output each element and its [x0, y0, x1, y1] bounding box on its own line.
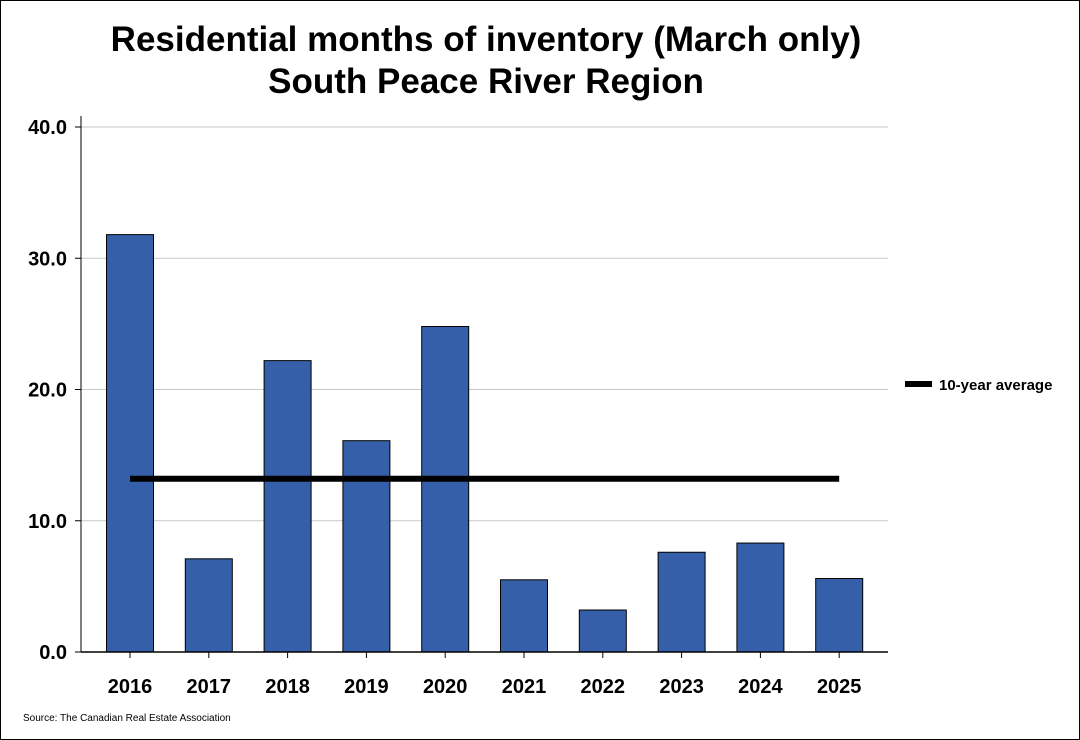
x-tick-label: 2024: [738, 676, 783, 698]
bar-2016: [106, 234, 154, 653]
x-tick-label: 2019: [344, 676, 389, 698]
bar-2023: [657, 551, 706, 653]
x-tick-label: 2017: [187, 676, 232, 698]
y-tick-label: 0.0: [39, 642, 67, 664]
bar-2017: [184, 558, 233, 653]
x-tick-label: 2025: [817, 676, 862, 698]
legend-average-label: 10-year average: [939, 377, 1052, 394]
bar-2020: [421, 326, 470, 653]
x-tick-label: 2018: [265, 676, 310, 698]
bar-2025: [815, 578, 864, 653]
x-tick-label: 2020: [423, 676, 468, 698]
x-tick-label: 2023: [659, 676, 704, 698]
y-tick-label: 10.0: [28, 511, 67, 533]
source-note: Source: The Canadian Real Estate Associa…: [23, 713, 231, 724]
bar-2024: [736, 542, 785, 653]
chart-title-line-1: Residential months of inventory (March o…: [110, 20, 862, 59]
x-tick-label: 2022: [581, 676, 626, 698]
y-tick-label: 30.0: [28, 248, 67, 270]
bar-2021: [500, 579, 548, 653]
gridlines: [81, 126, 888, 522]
axes: 0.0 10.0 20.0 30.0 40.0 2016 2017 2018 2019 2020 2…: [28, 116, 888, 698]
legend: 10-year average: [905, 377, 1052, 394]
y-tick-label: 20.0: [28, 380, 67, 402]
x-tick-label: 2016: [108, 676, 153, 698]
x-tick-label: 2021: [502, 676, 547, 698]
bar-2018: [263, 360, 312, 653]
bar-2022: [578, 609, 627, 653]
bar-2019: [342, 440, 391, 653]
bars: [106, 234, 864, 653]
chart-title: Residential months of inventory (March o…: [1, 19, 971, 103]
y-tick-label: 40.0: [28, 117, 67, 139]
chart-title-line-2: South Peace River Region: [268, 62, 704, 101]
